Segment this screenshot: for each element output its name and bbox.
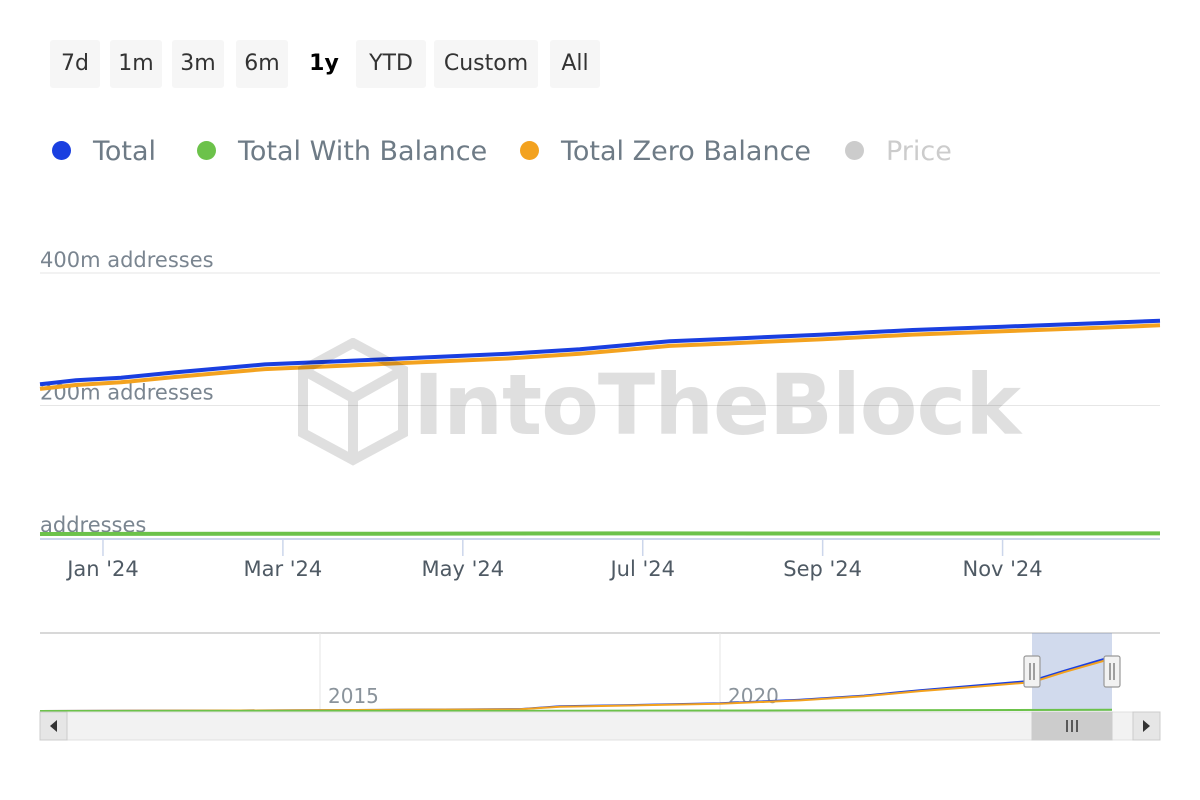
series-line-total-with-balance [39, 531, 1161, 536]
navigator-series-line [39, 655, 1113, 712]
legend-label: Total With Balance [238, 136, 488, 167]
watermark-logo: IntoTheBlock [298, 337, 1021, 478]
x-tick-label: Mar '24 [243, 557, 322, 581]
legend-item-price[interactable]: Price [845, 132, 952, 172]
legend-dot-icon [520, 141, 539, 160]
legend-item-total-zero-balance[interactable]: Total Zero Balance [520, 132, 811, 172]
x-tick-label: Jul '24 [608, 557, 675, 581]
x-tick-label: Nov '24 [962, 557, 1042, 581]
legend-dot-icon [52, 141, 71, 160]
chevron-right-icon [1143, 720, 1150, 732]
legend-label: Price [886, 136, 952, 167]
y-tick-label: 400m addresses [40, 248, 214, 272]
navigator-series-line [39, 708, 1113, 712]
legend-dot-icon [197, 141, 216, 160]
series-line-total-zero-balance [39, 323, 1161, 391]
legend-label: Total [93, 136, 157, 167]
navigator-handle[interactable] [1023, 655, 1041, 688]
range-button-6m[interactable]: 6m [236, 40, 288, 88]
series-line-total [39, 318, 1161, 387]
range-button-all[interactable]: All [550, 40, 600, 88]
navigator-handle-body [1023, 655, 1041, 688]
watermark-text: IntoTheBlock [413, 356, 1021, 454]
legend-dot-icon [845, 141, 864, 160]
x-tick-label: Jan '24 [65, 557, 139, 581]
range-button-1y[interactable]: 1y [309, 51, 339, 76]
range-button-3m[interactable]: 3m [172, 40, 224, 88]
navigator: 2015 2020 [39, 632, 1161, 741]
navigator-tick-label: 2020 [728, 684, 779, 708]
navigator-handle[interactable] [1103, 655, 1121, 688]
watermark-cube-icon [298, 337, 408, 466]
x-tick-label: May '24 [422, 557, 505, 581]
chevron-left-icon [50, 720, 57, 732]
scrollbar-right-button[interactable] [1132, 711, 1161, 741]
scrollbar-track [39, 711, 1161, 741]
legend-item-total-with-balance[interactable]: Total With Balance [197, 132, 487, 172]
navigator-series-line [39, 657, 1113, 712]
navigator-selection [1032, 633, 1112, 711]
navigator-handle-body [1103, 655, 1121, 688]
legend-label: Total Zero Balance [561, 136, 812, 167]
range-button-ytd[interactable]: YTD [356, 40, 426, 88]
navigator-tick-label: 2015 [328, 684, 379, 708]
range-button-7d[interactable]: 7d [50, 40, 100, 88]
scrollbar[interactable] [39, 711, 1161, 741]
range-button-custom[interactable]: Custom [434, 40, 538, 88]
range-button-1m[interactable]: 1m [110, 40, 162, 88]
x-tick-label: Sep '24 [783, 557, 862, 581]
legend-item-total[interactable]: Total [52, 132, 156, 172]
